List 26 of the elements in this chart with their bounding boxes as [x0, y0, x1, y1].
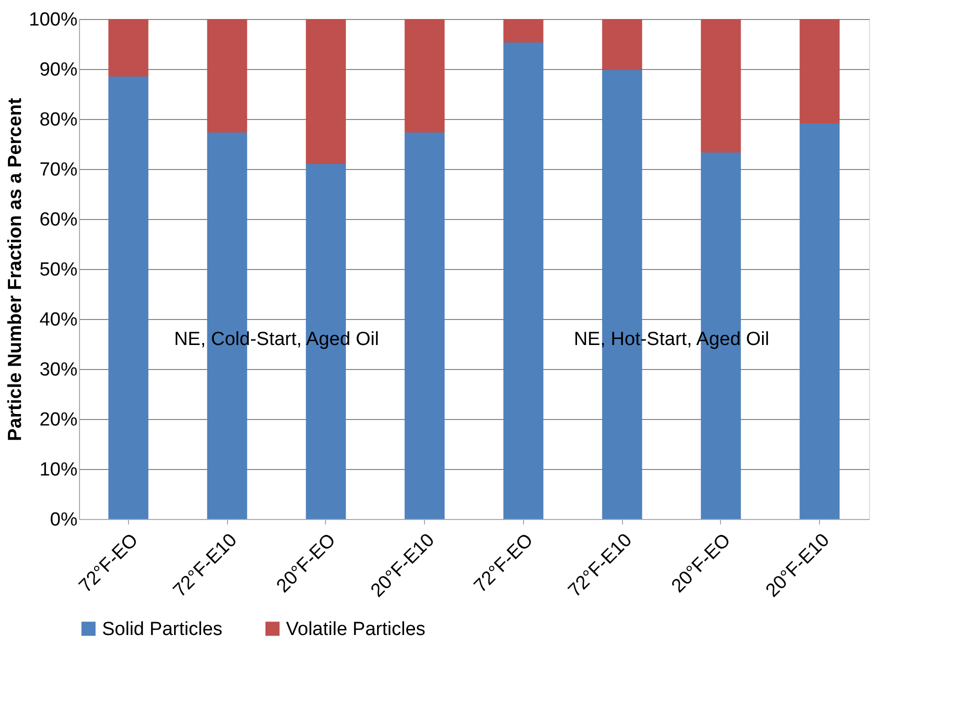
bar	[108, 76, 148, 519]
bar	[503, 42, 544, 519]
bar	[503, 19, 544, 42]
bar	[800, 124, 840, 519]
bar	[108, 19, 148, 76]
y-tick-label: 40%	[39, 310, 78, 330]
bar	[207, 19, 248, 132]
y-tick-label: 80%	[39, 110, 78, 130]
bar	[404, 132, 445, 519]
legend-label: Solid Particles	[102, 618, 222, 640]
y-tick-label: 10%	[39, 460, 78, 480]
y-tick-label: 30%	[39, 360, 78, 380]
y-tick-label: 70%	[39, 160, 78, 180]
y-tick-label: 90%	[39, 60, 78, 80]
y-tick-label: 0%	[50, 510, 78, 530]
bar	[700, 19, 741, 152]
y-tick-label: 60%	[39, 210, 78, 230]
y-tick-label: 100%	[28, 10, 78, 30]
bar	[800, 19, 840, 124]
y-tick-label: 50%	[39, 260, 78, 280]
y-axis-title: Particle Number Fraction as a Percent	[4, 97, 26, 442]
bar	[306, 19, 346, 164]
bar	[404, 19, 445, 132]
bar	[602, 19, 642, 70]
y-tick-label: 20%	[39, 410, 78, 430]
legend-label: Volatile Particles	[286, 618, 426, 640]
